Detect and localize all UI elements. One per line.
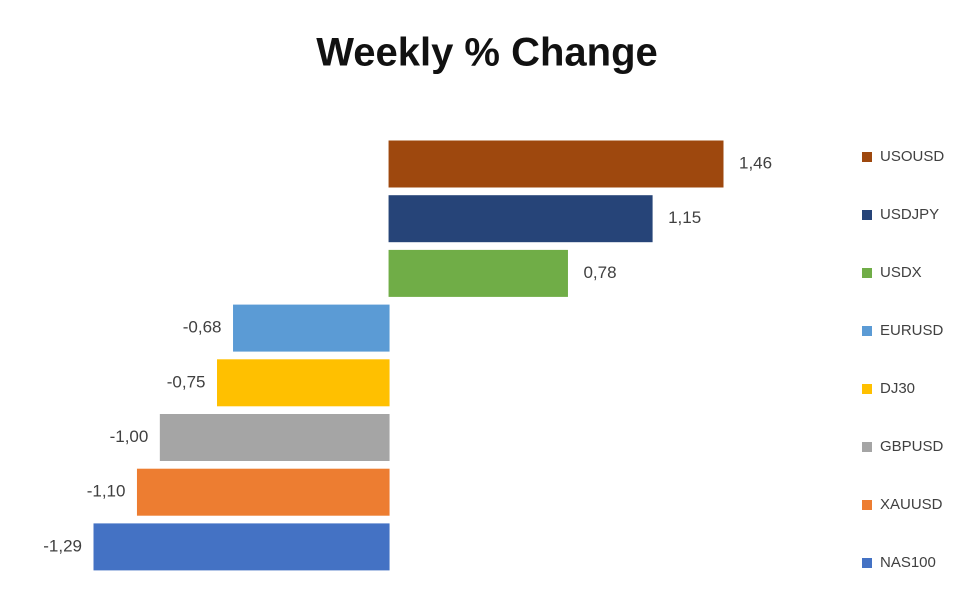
legend-label: XAUUSD <box>880 496 943 513</box>
bar <box>217 359 390 407</box>
legend-label: USDX <box>880 264 922 281</box>
legend-label: USOUSD <box>880 148 944 165</box>
legend-swatch <box>862 152 872 162</box>
legend-swatch <box>862 500 872 510</box>
legend-label: USDJPY <box>880 206 939 223</box>
legend-label: DJ30 <box>880 380 915 397</box>
legend-swatch <box>862 326 872 336</box>
bar <box>388 140 724 188</box>
bar <box>388 249 568 297</box>
chart-title: Weekly % Change <box>316 31 658 75</box>
legend-swatch <box>862 268 872 278</box>
legend-swatch <box>862 384 872 394</box>
value-label: -1,10 <box>87 482 126 501</box>
bar <box>233 304 390 352</box>
legend-label: NAS100 <box>880 554 936 571</box>
bar <box>159 414 390 461</box>
value-label: -0,75 <box>167 372 206 391</box>
value-label: 1,46 <box>739 153 772 172</box>
legend-swatch <box>862 558 872 568</box>
bar <box>136 468 390 516</box>
legend-swatch <box>862 210 872 220</box>
value-label: -0,68 <box>183 318 222 337</box>
value-label: 1,15 <box>668 208 701 227</box>
legend-label: EURUSD <box>880 322 944 339</box>
legend-label: GBPUSD <box>880 438 944 455</box>
value-label: -1,29 <box>43 536 82 555</box>
legend-swatch <box>862 442 872 452</box>
value-label: 0,78 <box>583 263 616 282</box>
bar <box>93 523 390 571</box>
bar <box>388 195 653 243</box>
value-label: -1,00 <box>110 427 149 446</box>
